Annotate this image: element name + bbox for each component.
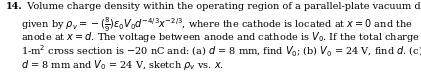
Text: 1-m$^2$ cross section is $-$20 nC and: (a) $d$ = 8 mm, find $V_0$; (b) $V_0$ = 2: 1-m$^2$ cross section is $-$20 nC and: (… bbox=[21, 44, 421, 59]
Text: 14.: 14. bbox=[5, 2, 22, 11]
Text: given by $\rho_v = -(\frac{8}{9})\varepsilon_0 V_0 d^{-4/3}x^{-2/3}$, where the : given by $\rho_v = -(\frac{8}{9})\vareps… bbox=[21, 16, 413, 34]
Text: $d$ = 8 mm and $V_0$ = 24 V, sketch $\rho_v$ vs. $x$.: $d$ = 8 mm and $V_0$ = 24 V, sketch $\rh… bbox=[21, 58, 224, 72]
Text: Volume charge density within the operating region of a parallel-plate vacuum dio: Volume charge density within the operati… bbox=[21, 2, 421, 11]
Text: anode at $x = d$. The voltage between anode and cathode is $V_0$. If the total c: anode at $x = d$. The voltage between an… bbox=[21, 30, 421, 44]
